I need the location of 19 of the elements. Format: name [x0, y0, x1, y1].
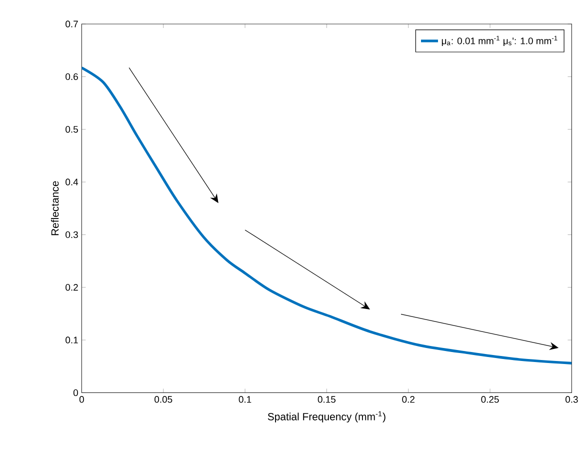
y-axis-title: Reflectance	[51, 181, 59, 236]
y-tick-label: 0	[73, 389, 78, 396]
x-axis-title: Spatial Frequency (mm$^{-1}$)	[268, 411, 386, 422]
x-tick-label: 0	[79, 396, 84, 403]
legend-label: μ$_{a}$: 0.01 mm$^{-1}$ μ$_{s}$': 1.0 mm$^{-1}$	[442, 36, 558, 46]
y-tick-label: 0.7	[66, 20, 78, 28]
line-series	[82, 66, 572, 365]
y-tick-label: 0.1	[66, 336, 78, 344]
x-tick-label: 0.15	[318, 396, 336, 403]
y-tick-label: 0.4	[66, 178, 78, 186]
y-tick-label: 0.5	[66, 126, 78, 133]
x-tick-label: 0.3	[566, 396, 578, 403]
x-tick-label: 0.05	[154, 396, 172, 403]
x-tick-label: 0.1	[238, 396, 252, 403]
y-tick-label: 0.6	[66, 73, 78, 80]
x-tick-label: 0.25	[481, 396, 499, 403]
y-tick-label: 0.2	[66, 284, 78, 291]
y-tick-label: 0.3	[66, 231, 78, 238]
x-tick-label: 0.2	[402, 396, 414, 403]
